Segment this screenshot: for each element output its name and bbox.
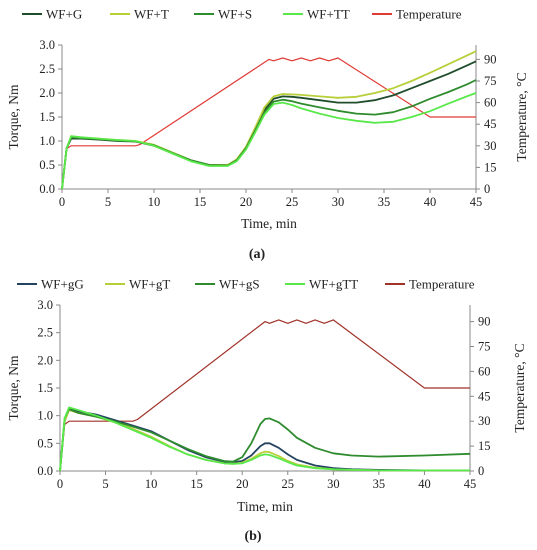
x-tick-label: 20 [236, 477, 249, 491]
y-tick-label: 0.0 [39, 182, 55, 196]
legend-entry: WF+gS [219, 277, 260, 292]
x-tick-label: 45 [464, 477, 477, 491]
y-tick-label: 2.5 [37, 326, 53, 340]
series-line-wf-tt [61, 92, 477, 190]
y2-axis-label: Temperature, °C [514, 72, 529, 161]
x-axis-label: Time, min [237, 499, 293, 514]
series-line-wf-s [61, 79, 477, 190]
y-tick-label: 3.0 [37, 298, 53, 312]
x-tick-label: 25 [282, 477, 295, 491]
y2-tick-label: 30 [484, 139, 497, 153]
y2-tick-label: 45 [484, 117, 497, 131]
x-tick-label: 15 [194, 195, 207, 209]
panel-b-chart: 0 5 10 15 20 25 30 35 40 45 0.0 0.5 1.0 1.5 2.0 2.5 3.0 0… [6, 277, 527, 545]
series-line-temperature [61, 57, 476, 190]
legend-entry: WF+gT [129, 277, 170, 292]
y2-tick-label: 45 [478, 389, 491, 403]
series-line-wf-gs [59, 408, 471, 472]
y-axis-label: Torque, Nm [6, 355, 21, 421]
x-tick-label: 35 [378, 195, 391, 209]
x-tick-label: 0 [59, 195, 65, 209]
x-tick-label: 0 [57, 477, 63, 491]
legend-entry: WF+S [218, 7, 252, 22]
y2-tick-label: 60 [478, 364, 491, 378]
legend-entry: WF+gG [41, 277, 84, 292]
y2-axis-label: Temperature, °C [512, 343, 527, 432]
x-axis-label: Time, min [241, 216, 297, 231]
y2-tick-label: 90 [484, 52, 497, 66]
x-tick-label: 40 [424, 195, 437, 209]
series-line-wf-t [61, 50, 477, 190]
x-tick-label: 45 [470, 195, 483, 209]
x-tick-label: 15 [190, 477, 203, 491]
panel-a-chart: 0 5 10 15 20 25 30 35 40 45 0.0 0.5 1.0 1.5 2.0 2.5 3.0 0… [6, 7, 529, 263]
x-tick-label: 10 [148, 195, 161, 209]
x-tick-label: 10 [145, 477, 158, 491]
x-tick-label: 30 [332, 195, 345, 209]
y2-tick-label: 75 [478, 340, 491, 354]
y2-tick-label: 15 [478, 439, 491, 453]
legend-entry: Temperature [409, 277, 475, 292]
legend-entry: WF+TT [307, 7, 350, 22]
panel-label: (a) [249, 247, 266, 262]
legend-entry: Temperature [396, 7, 462, 22]
y-tick-label: 2.0 [39, 86, 55, 100]
x-tick-label: 20 [240, 195, 253, 209]
x-tick-label: 25 [286, 195, 299, 209]
y-tick-label: 1.5 [39, 110, 55, 124]
legend-entry: WF+gTT [309, 277, 358, 292]
legend-entry: WF+G [46, 7, 82, 22]
x-tick-label: 40 [418, 477, 431, 491]
y-tick-label: 2.0 [37, 353, 53, 367]
y2-tick-label: 0 [484, 182, 490, 196]
panel-label: (b) [244, 529, 261, 544]
x-tick-label: 5 [105, 195, 111, 209]
x-tick-label: 30 [327, 477, 340, 491]
y2-tick-label: 0 [478, 464, 484, 478]
series-line-temperature [59, 319, 470, 472]
y2-tick-label: 75 [484, 74, 497, 88]
y2-tick-label: 90 [478, 315, 491, 329]
y2-tick-label: 60 [484, 96, 497, 110]
series-line-wf-gg [59, 408, 470, 472]
y-tick-label: 2.5 [39, 62, 55, 76]
y-tick-label: 0.0 [37, 464, 53, 478]
y2-tick-label: 15 [484, 160, 497, 174]
y-tick-label: 0.5 [37, 436, 53, 450]
y2-tick-label: 30 [478, 414, 491, 428]
x-tick-label: 35 [373, 477, 386, 491]
y-tick-label: 0.5 [39, 158, 55, 172]
y-tick-label: 1.0 [37, 409, 53, 423]
x-tick-label: 5 [102, 477, 108, 491]
y-tick-label: 1.0 [39, 134, 55, 148]
series-line-wf-gtt [59, 406, 470, 472]
y-tick-label: 3.0 [39, 38, 55, 52]
y-tick-label: 1.5 [37, 381, 53, 395]
y-axis-label: Torque, Nm [6, 84, 21, 150]
legend-entry: WF+T [134, 7, 169, 22]
